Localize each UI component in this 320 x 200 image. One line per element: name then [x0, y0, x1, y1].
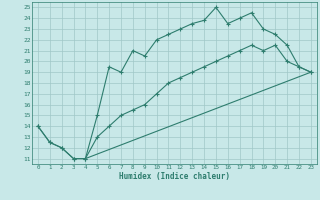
X-axis label: Humidex (Indice chaleur): Humidex (Indice chaleur): [119, 172, 230, 181]
